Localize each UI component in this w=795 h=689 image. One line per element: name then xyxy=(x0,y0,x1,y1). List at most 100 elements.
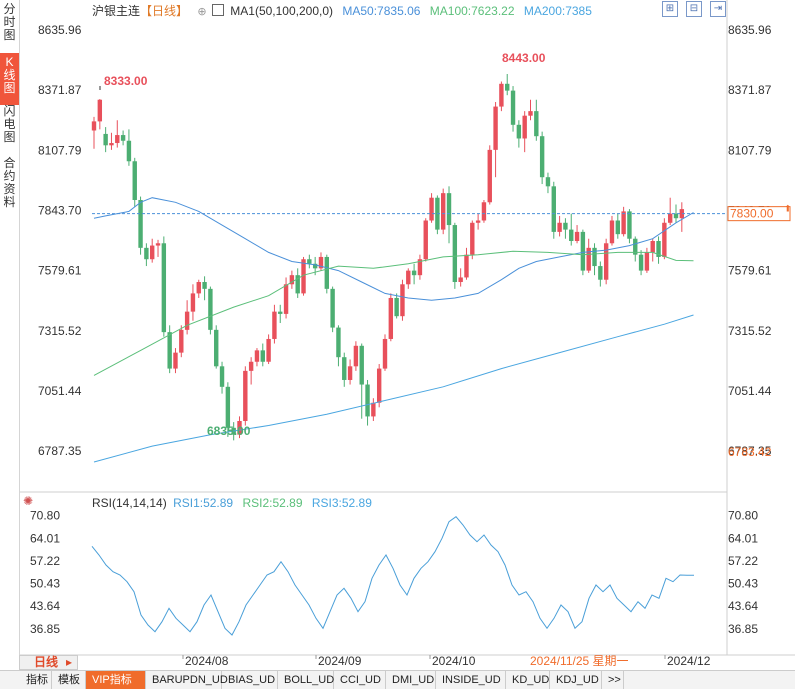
candle-body xyxy=(673,213,679,219)
candle-body xyxy=(441,193,446,230)
indicator-tab-0[interactable]: 指标 xyxy=(20,671,52,689)
candle-body xyxy=(103,133,108,146)
candle-body xyxy=(371,402,376,417)
low-price-flag: 6783.42 xyxy=(728,445,772,459)
indicator-tab-11[interactable]: >> xyxy=(602,671,624,689)
candle-body xyxy=(487,149,492,203)
period-label[interactable]: 【日线】 xyxy=(140,4,189,18)
candle-body xyxy=(644,252,650,271)
rsi-tick-label-left: 50.43 xyxy=(30,577,60,591)
candle-body xyxy=(150,245,155,260)
candle-body xyxy=(190,293,196,312)
chart-type-icon[interactable] xyxy=(211,4,224,16)
kline-chart[interactable]: 8635.96 8635.96 8371.87 8371.87 8107.79 8107.… xyxy=(0,0,795,670)
candle-body xyxy=(260,350,265,362)
rsi-tick-label-left: 64.01 xyxy=(30,531,60,545)
rsi-tick-label-left: 36.85 xyxy=(30,622,60,636)
indicator-tab-8[interactable]: INSIDE_UD xyxy=(436,671,506,689)
price-up-arrow-icon: ⬆ xyxy=(784,204,792,214)
indicator-tab-2[interactable]: VIP指标 xyxy=(86,671,146,689)
candle-body xyxy=(638,254,644,271)
candle-body xyxy=(586,247,591,271)
rsi-header: RSI(14,14,14) RSI1:52.89 RSI2:52.89 RSI3… xyxy=(92,496,378,510)
candle-body xyxy=(353,345,359,367)
candle-body xyxy=(347,366,353,380)
rsi1-line xyxy=(91,516,694,636)
candle-body xyxy=(365,384,370,417)
tab-kline[interactable]: K线图 xyxy=(0,53,19,105)
candle-body xyxy=(551,186,556,232)
candle-body xyxy=(283,284,289,314)
rsi-tick-label-left: 70.80 xyxy=(30,509,60,523)
indicator-tab-1[interactable]: 模板 xyxy=(52,671,86,689)
candle-body xyxy=(464,254,469,278)
rsi-tick-label-left: 57.22 xyxy=(30,554,60,568)
candle-body xyxy=(679,209,685,219)
date-label: 2024/12 xyxy=(667,654,711,668)
candle-body xyxy=(662,222,667,257)
candle-body xyxy=(580,231,586,271)
candle-body xyxy=(115,135,120,144)
candle-body xyxy=(569,229,574,241)
indicator-tab-6[interactable]: CCI_UD xyxy=(334,671,386,689)
rsi-tick-label: 50.43 xyxy=(728,577,758,591)
candle-body xyxy=(452,225,458,283)
period-selector[interactable]: 日线 ▸ xyxy=(19,655,78,670)
candle-body xyxy=(266,338,271,362)
tab-lightning[interactable]: 闪电图 xyxy=(3,104,16,144)
ma-params[interactable]: MA1(50,100,200,0) xyxy=(230,4,334,18)
candle-body xyxy=(557,222,562,232)
candle-body xyxy=(470,222,475,255)
rsi3-value: RSI3:52.89 xyxy=(311,496,372,510)
rsi-tick-label-left: 43.64 xyxy=(30,599,60,613)
candle-body xyxy=(656,241,661,257)
candle-body xyxy=(208,288,213,330)
candle-body xyxy=(516,124,522,139)
rsi-tick-label: 57.22 xyxy=(728,554,758,568)
candle-body xyxy=(522,115,527,139)
scroll-right-icon[interactable]: ⇥ xyxy=(710,1,726,17)
rsi-settings-icon[interactable]: ✺ xyxy=(23,494,34,508)
candle-body xyxy=(382,338,388,369)
indicator-tab-10[interactable]: KDJ_UD xyxy=(550,671,602,689)
date-label: 2024/11/25 星期一 xyxy=(530,654,629,668)
ma50-line xyxy=(93,197,694,301)
indicator-tab-5[interactable]: BOLL_UD xyxy=(278,671,334,689)
rsi-params[interactable]: RSI(14,14,14) xyxy=(92,496,167,510)
zoom-out-icon[interactable]: ⊟ xyxy=(686,1,702,17)
tab-contract-info[interactable]: 合约资料 xyxy=(3,156,16,209)
price-tick-label-left: 7051.44 xyxy=(38,384,82,398)
price-tick-label: 8107.79 xyxy=(728,143,772,157)
candle-body xyxy=(301,259,306,294)
price-tick-label: 7051.44 xyxy=(728,384,772,398)
indicator-tab-3[interactable]: BARUPDN_UD xyxy=(146,671,228,689)
candle-body xyxy=(505,83,510,91)
indicator-tab-7[interactable]: DMI_UD xyxy=(386,671,436,689)
price-tick-label-left: 8107.79 xyxy=(38,143,82,157)
candle-body xyxy=(214,329,219,367)
rsi1-value: RSI1:52.89 xyxy=(173,496,234,510)
candle-body xyxy=(272,311,277,339)
tab-timeshare[interactable]: 分时图 xyxy=(3,2,16,42)
candle-body xyxy=(336,327,341,358)
settings-gear-icon[interactable]: ⊕ xyxy=(197,6,207,18)
annotation-low: 6835.00 xyxy=(207,424,251,438)
indicator-tab-9[interactable]: KD_UD xyxy=(506,671,550,689)
period-selector-label: 日线 xyxy=(34,655,59,669)
zoom-in-icon[interactable]: ⊞ xyxy=(662,1,678,17)
date-label: 2024/10 xyxy=(432,654,476,668)
candle-body xyxy=(406,270,411,285)
candle-body xyxy=(318,256,324,269)
candle-body xyxy=(237,420,242,435)
ma50-value: MA50:7835.06 xyxy=(342,4,421,18)
candle-body xyxy=(627,211,632,239)
candle-body xyxy=(161,243,167,333)
candle-body xyxy=(481,202,487,221)
price-tick-label: 8635.96 xyxy=(728,23,772,37)
candle-body xyxy=(510,90,516,125)
candle-body xyxy=(138,199,143,248)
rsi-tick-label: 43.64 xyxy=(728,599,758,613)
price-tick-label-left: 6787.35 xyxy=(38,444,82,458)
indicator-tab-4[interactable]: BIAS_UD xyxy=(222,671,278,689)
rsi-tick-label: 64.01 xyxy=(728,531,758,545)
